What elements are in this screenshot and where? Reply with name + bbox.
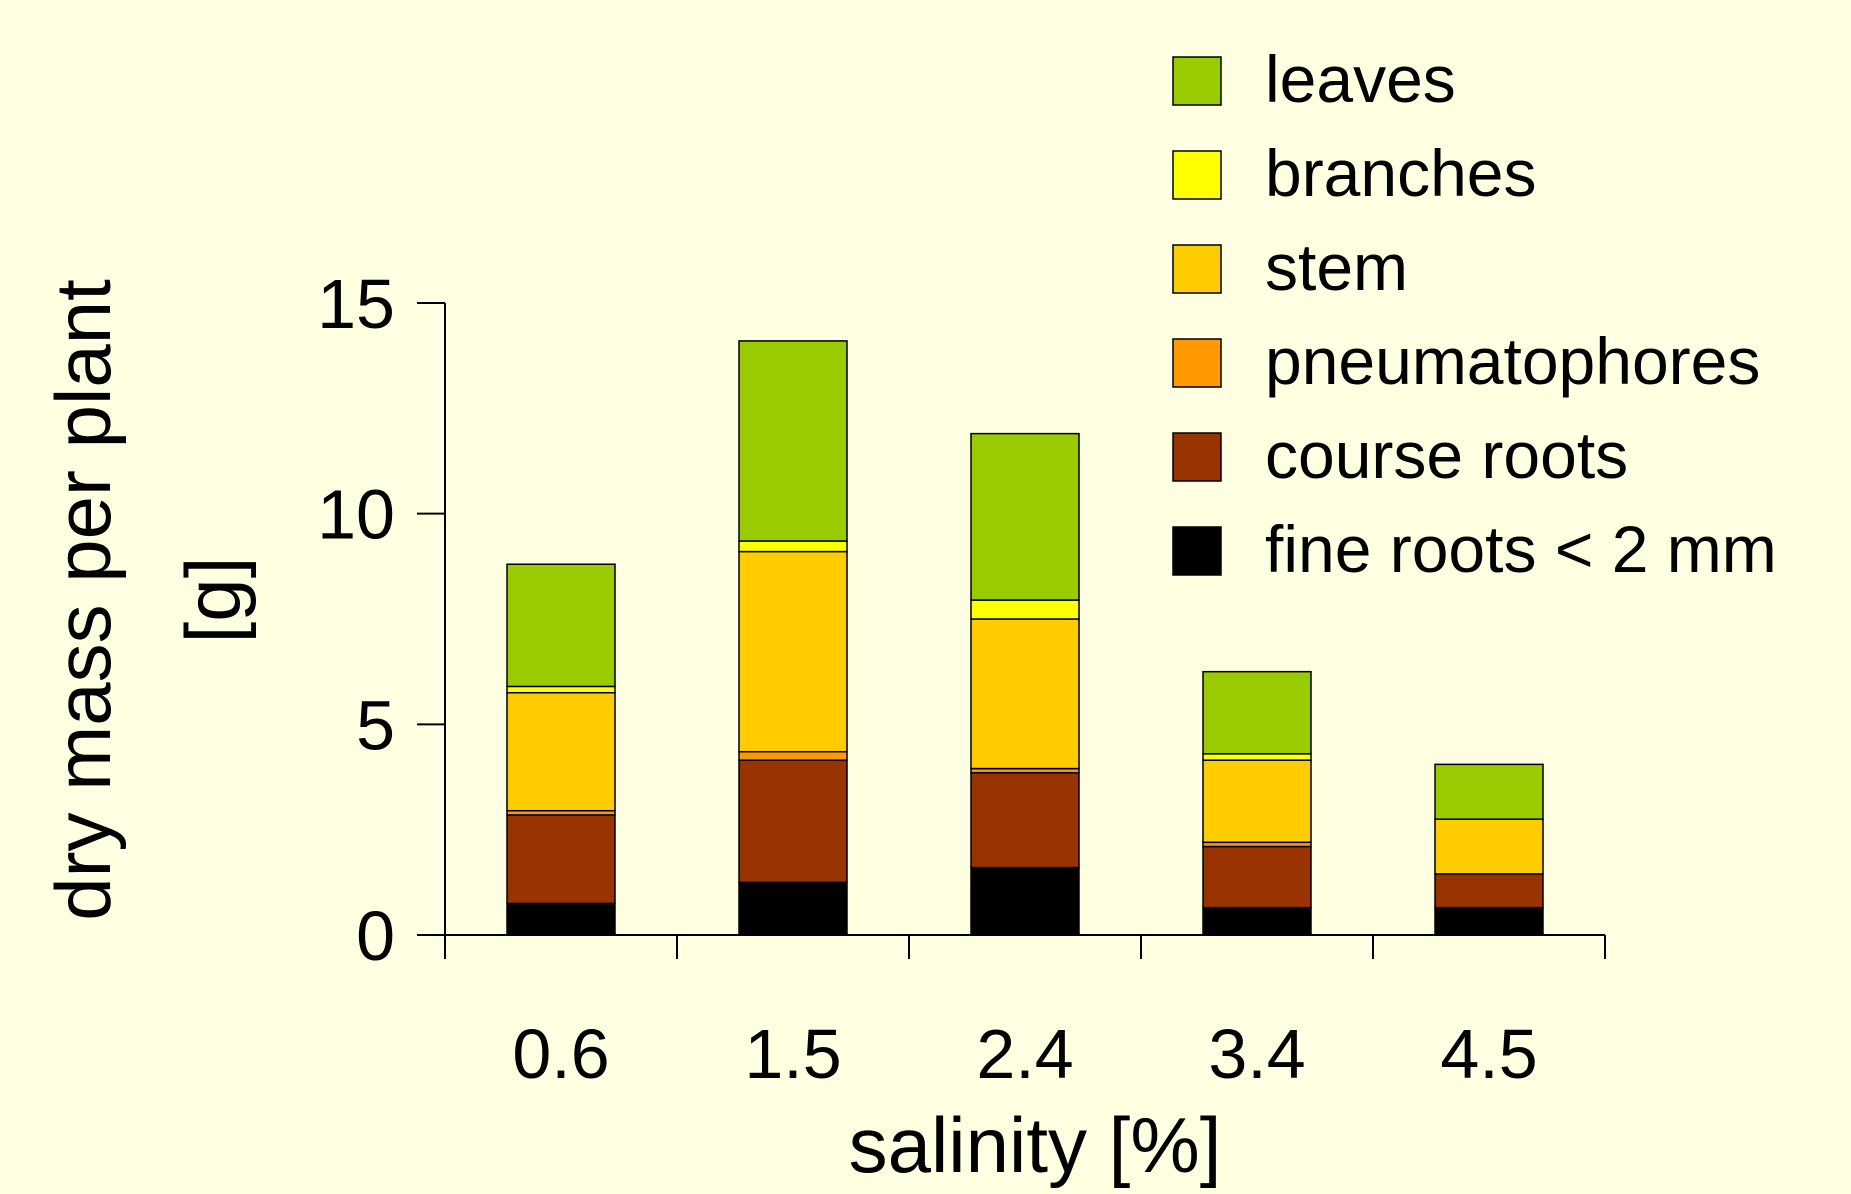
- legend-swatch: [1172, 526, 1222, 576]
- x-tick-label-4.5: 4.5: [1440, 1015, 1537, 1093]
- bar-segment-leaves-0.6: [506, 563, 616, 688]
- y-tick-label-5: 5: [356, 686, 395, 764]
- bar-segment-pneumatophores-1.5: [738, 750, 848, 761]
- x-tick-label-1.5: 1.5: [744, 1015, 841, 1093]
- legend-swatch: [1172, 56, 1222, 106]
- legend-item-branches: branches: [1172, 136, 1537, 210]
- bar-segment-branches-1.5: [738, 540, 848, 553]
- legend-label: leaves: [1265, 42, 1456, 116]
- legend-label: stem: [1265, 230, 1408, 304]
- bar-segment-leaves-3.4: [1202, 670, 1312, 755]
- legend-item-stem: stem: [1172, 230, 1408, 304]
- bar-segment-stem-3.4: [1202, 759, 1312, 844]
- bar-segment-stem-2.4: [970, 618, 1080, 770]
- y-axis-title-line-2: [g]: [169, 557, 257, 644]
- bar-segment-fine-roots-2-mm-0.6: [506, 902, 616, 936]
- x-tick-label-2.4: 2.4: [976, 1015, 1073, 1093]
- bar-segment-course-roots-4.5: [1434, 873, 1544, 909]
- bar-stack-0.6: [506, 563, 616, 936]
- bar-segment-course-roots-1.5: [738, 759, 848, 884]
- bar-stack-1.5: [738, 340, 848, 936]
- bar-segment-leaves-2.4: [970, 432, 1080, 601]
- legend-swatch: [1172, 150, 1222, 200]
- bar-stack-3.4: [1202, 670, 1312, 936]
- x-tick-label-0.6: 0.6: [512, 1015, 609, 1093]
- y-tick-label-10: 10: [317, 476, 395, 554]
- legend-swatch: [1172, 432, 1222, 482]
- bar-segment-course-roots-0.6: [506, 814, 616, 905]
- legend-label: branches: [1265, 136, 1537, 210]
- bar-stack-4.5: [1434, 763, 1544, 936]
- bar-segment-leaves-1.5: [738, 340, 848, 542]
- y-tick-label-0: 0: [356, 897, 395, 975]
- bar-segment-stem-4.5: [1434, 818, 1544, 875]
- bar-segment-fine-roots-2-mm-3.4: [1202, 906, 1312, 936]
- axes-layer: 0 5 10 15 0.6 1.5 2.4 3.4 4.5: [317, 265, 1606, 1093]
- bar-segment-fine-roots-2-mm-4.5: [1434, 906, 1544, 936]
- bar-segment-branches-3.4: [1202, 753, 1312, 761]
- bar-segment-fine-roots-2-mm-1.5: [738, 881, 848, 936]
- legend-item-fine-roots-2-mm: fine roots < 2 mm: [1172, 512, 1777, 586]
- bar-segment-stem-1.5: [738, 550, 848, 753]
- x-tick-label-3.4: 3.4: [1208, 1015, 1305, 1093]
- bar-segment-branches-0.6: [506, 685, 616, 694]
- legend-item-course-roots: course roots: [1172, 418, 1628, 492]
- legend-swatch: [1172, 244, 1222, 294]
- x-axis-title: salinity [%]: [849, 1101, 1222, 1189]
- bar-segment-fine-roots-2-mm-2.4: [970, 866, 1080, 936]
- bar-segment-leaves-4.5: [1434, 763, 1544, 820]
- legend-swatch: [1172, 338, 1222, 388]
- bars-layer: [506, 340, 1544, 936]
- legend-item-leaves: leaves: [1172, 42, 1456, 116]
- legend-label: fine roots < 2 mm: [1265, 512, 1777, 586]
- y-tick-label-15: 15: [317, 265, 395, 343]
- y-axis-title: dry mass per plant [g]: [39, 279, 257, 921]
- legend-item-pneumatophores: pneumatophores: [1172, 324, 1760, 398]
- legend: leaves branches stem pneumatophores course r…: [1172, 42, 1777, 586]
- bar-segment-branches-2.4: [970, 599, 1080, 620]
- bar-segment-course-roots-2.4: [970, 772, 1080, 869]
- bar-stack-2.4: [970, 432, 1080, 936]
- legend-label: pneumatophores: [1265, 324, 1760, 398]
- legend-label: course roots: [1265, 418, 1628, 492]
- bar-segment-course-roots-3.4: [1202, 845, 1312, 909]
- y-axis-title-line-1: dry mass per plant: [39, 279, 127, 921]
- bar-segment-stem-0.6: [506, 691, 616, 812]
